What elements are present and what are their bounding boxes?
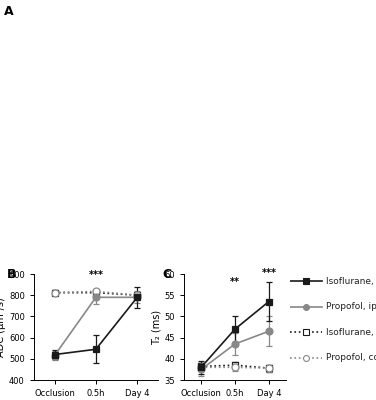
Text: C: C <box>162 268 171 281</box>
Y-axis label: T₂ (ms): T₂ (ms) <box>152 310 162 344</box>
Text: **: ** <box>230 277 240 287</box>
Text: ***: *** <box>261 268 276 278</box>
Text: A: A <box>4 5 14 18</box>
Text: Isoflurane, contralesional: Isoflurane, contralesional <box>326 328 376 337</box>
Text: ***: *** <box>88 270 103 280</box>
Text: Propofol, contralesional: Propofol, contralesional <box>326 353 376 362</box>
Y-axis label: ADC (μm²/s): ADC (μm²/s) <box>0 297 6 357</box>
Text: B: B <box>6 268 16 281</box>
Text: Propofol, ipsilesional: Propofol, ipsilesional <box>326 302 376 311</box>
Text: Isoflurane, ipsilesional: Isoflurane, ipsilesional <box>326 277 376 286</box>
